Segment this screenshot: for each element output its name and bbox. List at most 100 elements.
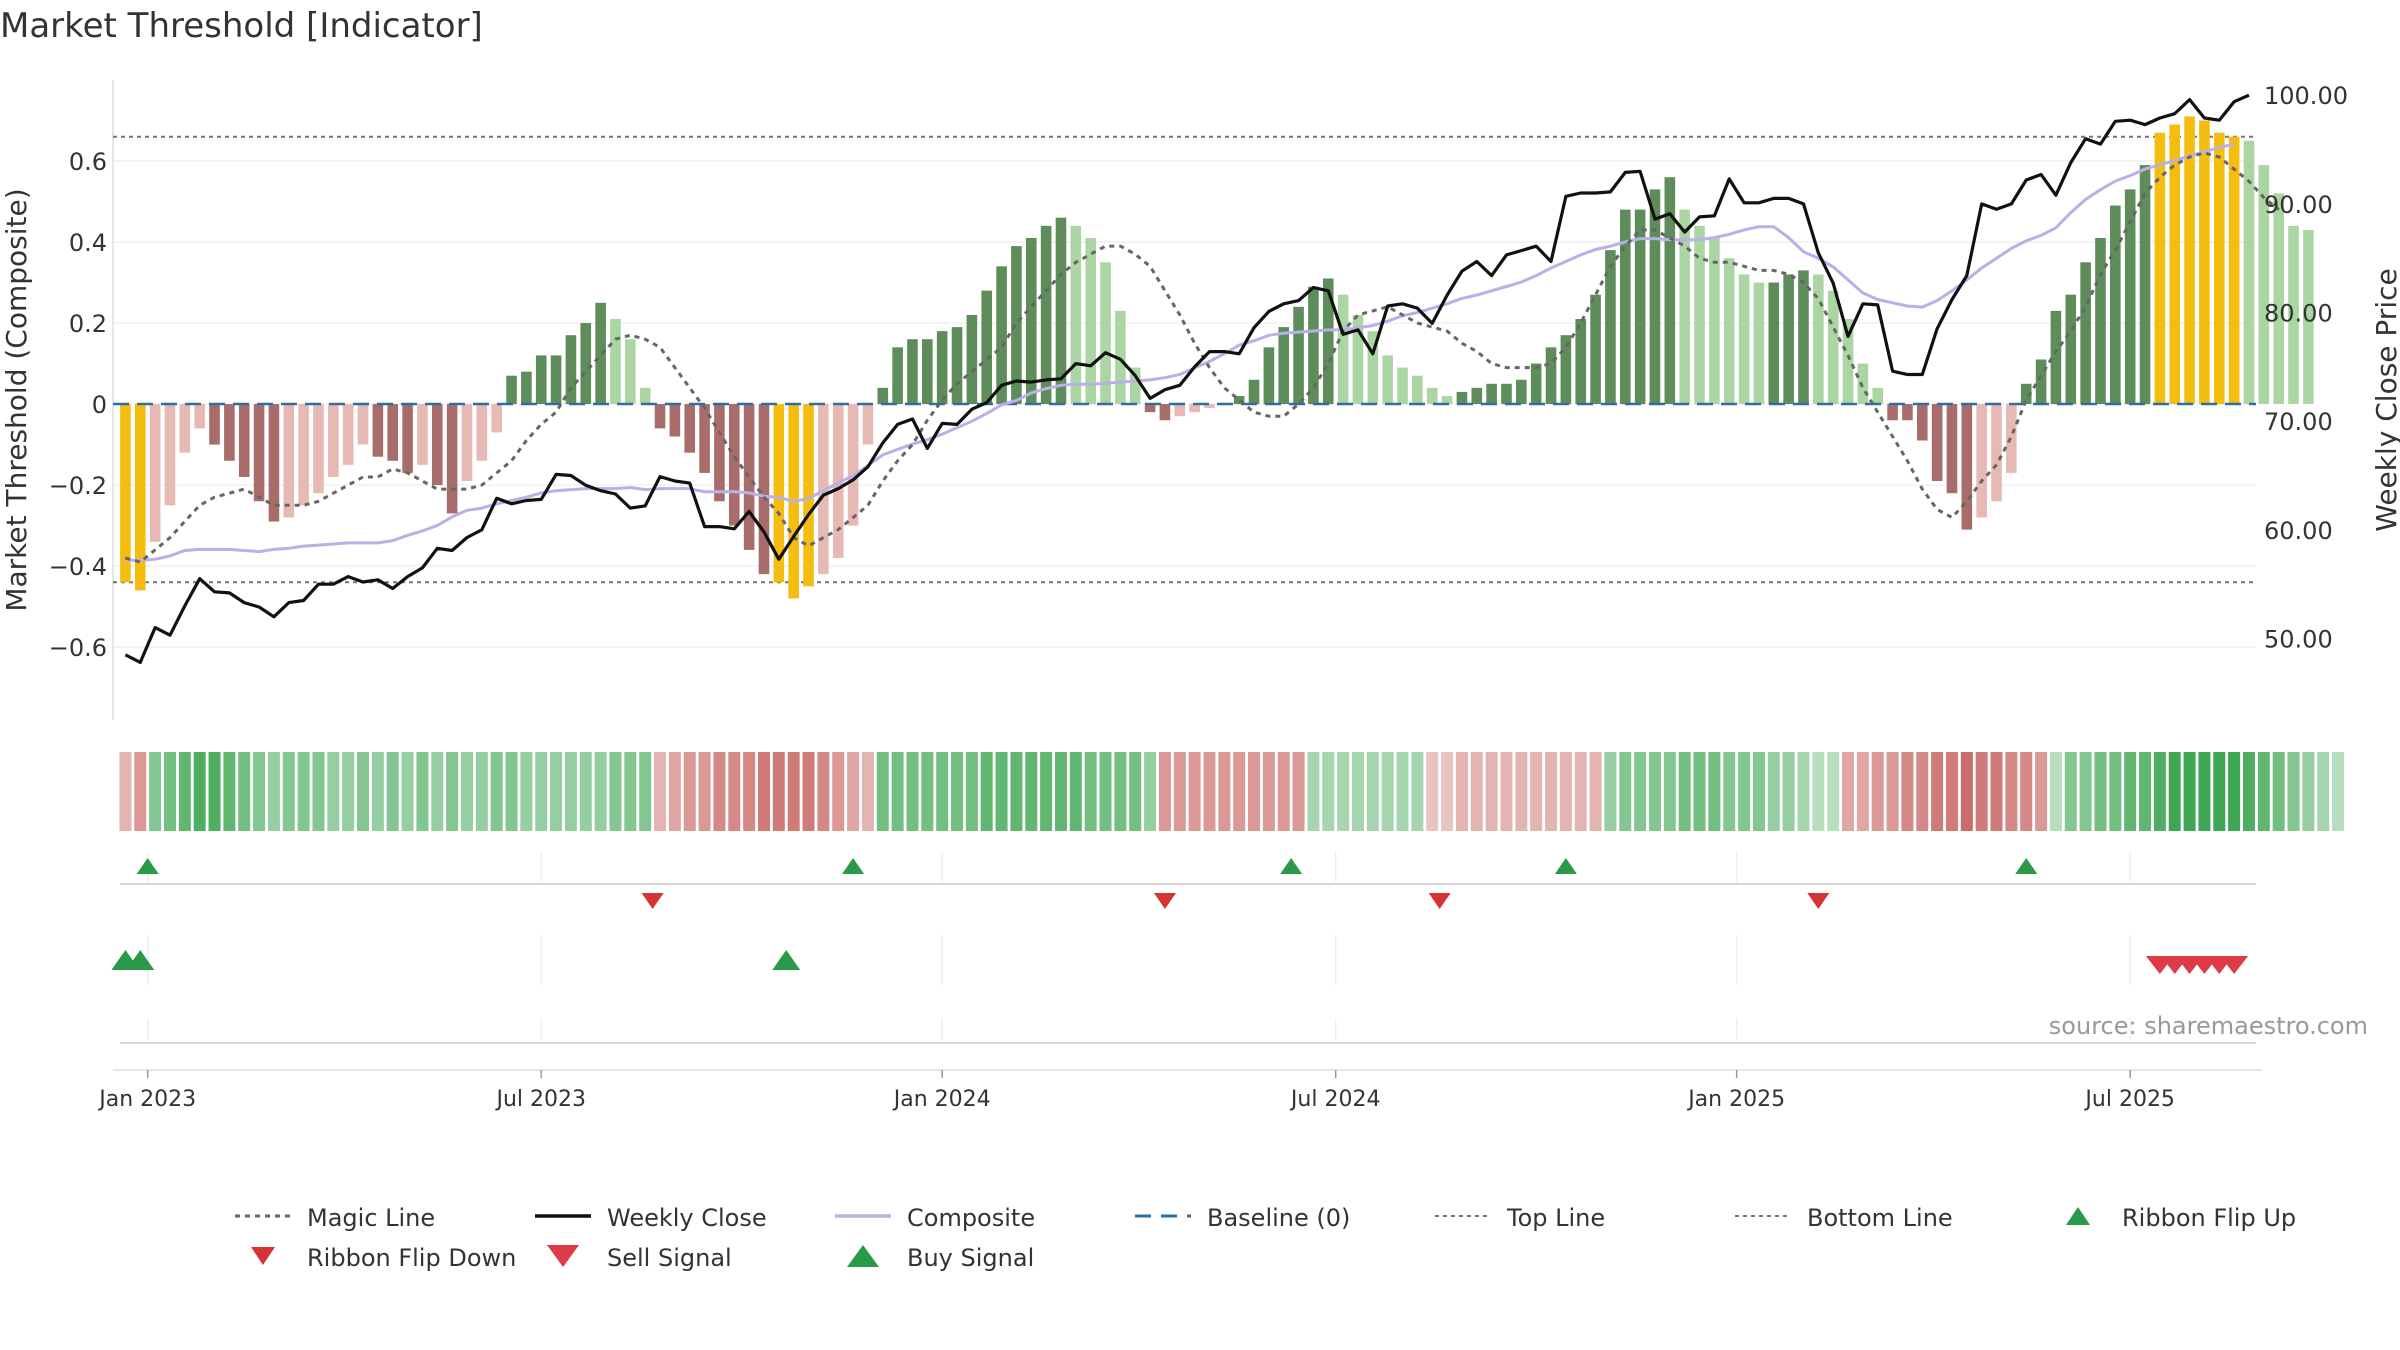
composite-bar — [595, 302, 606, 405]
left-tick-label: 0.4 — [69, 229, 107, 257]
ribbon-cell — [1381, 752, 1394, 831]
ribbon-cell — [965, 752, 978, 831]
composite-bar — [1560, 335, 1572, 405]
sell-signal-marker — [2220, 956, 2249, 974]
composite-bar — [966, 314, 978, 405]
ribbon-cell — [1634, 752, 1647, 831]
composite-bar — [2303, 229, 2314, 405]
ribbon-cell — [1203, 752, 1216, 831]
ribbon-cell — [1723, 752, 1736, 831]
composite-bar — [892, 347, 903, 405]
composite-bar — [1709, 237, 1720, 405]
composite-bar — [1486, 383, 1497, 405]
ribbon-flip-down-marker — [641, 893, 664, 909]
ribbon-cell — [1010, 752, 1023, 831]
ribbon-cell — [223, 752, 236, 831]
composite-bar — [2095, 237, 2106, 405]
ribbon-cell — [713, 752, 726, 831]
ribbon-cell — [490, 752, 503, 831]
right-tick-label: 70.00 — [2264, 408, 2333, 436]
ribbon-cell — [2094, 752, 2107, 831]
ribbon-cell — [550, 752, 563, 831]
composite-bar — [417, 404, 428, 465]
signal-panels — [111, 852, 2262, 1071]
ribbon-cell — [535, 752, 548, 831]
composite-bar — [194, 404, 205, 429]
ribbon-cell — [2005, 752, 2018, 831]
composite-bar — [1902, 404, 1913, 421]
composite-bar — [342, 404, 354, 465]
ribbon-cell — [668, 752, 681, 831]
composite-bar — [1679, 209, 1690, 405]
composite-bar — [1827, 290, 1839, 405]
x-tick-label: Jul 2024 — [1289, 1087, 1381, 1112]
left-tick-label: −0.4 — [49, 553, 107, 581]
composite-bar — [1798, 270, 1809, 405]
ribbon-cell — [1455, 752, 1468, 831]
ribbon-cell — [1545, 752, 1558, 831]
composite-bar — [2258, 165, 2270, 405]
composite-bar — [654, 404, 666, 429]
composite-bar — [922, 339, 933, 405]
ribbon-cell — [327, 752, 340, 831]
ribbon-cell — [1752, 752, 1765, 831]
buy-signal-marker — [126, 950, 155, 970]
ribbon-cell — [267, 752, 280, 831]
composite-bar — [120, 404, 131, 583]
composite-bar — [1723, 258, 1735, 405]
composite-bar — [684, 404, 696, 453]
composite-bar — [1233, 395, 1245, 405]
composite-bar — [936, 331, 948, 405]
composite-bar — [2273, 193, 2284, 405]
composite-bar — [1753, 282, 1765, 405]
ribbon-cell — [1069, 752, 1082, 831]
ribbon-cell — [1277, 752, 1290, 831]
composite-bar — [951, 327, 963, 405]
ribbon-cell — [2228, 752, 2241, 831]
composite-bar — [1025, 237, 1037, 405]
ribbon-cell — [253, 752, 266, 831]
composite-bar — [2080, 262, 2091, 405]
ribbon-cell — [1114, 752, 1127, 831]
composite-bar — [1248, 379, 1260, 405]
composite-bar — [149, 404, 161, 542]
ribbon-cell — [1901, 752, 1914, 831]
composite-bar — [1842, 318, 1854, 405]
composite-bar — [431, 404, 443, 486]
legend-item-close: Weekly Close — [535, 1204, 767, 1232]
legend-label: Weekly Close — [607, 1204, 767, 1232]
legend-item-composite: Composite — [835, 1204, 1035, 1232]
ribbon-cell — [624, 752, 637, 831]
ribbon-cell — [1530, 752, 1543, 831]
legend-label: Baseline (0) — [1207, 1204, 1350, 1232]
ribbon-cell — [1129, 752, 1142, 831]
ribbon-cell — [1663, 752, 1676, 831]
composite-bar — [1813, 274, 1824, 405]
composite-bar — [1011, 246, 1022, 405]
ribbon-cell — [460, 752, 473, 831]
weekly-close-line — [124, 93, 2250, 664]
ribbon-cell — [193, 752, 206, 831]
legend-label: Top Line — [1506, 1204, 1605, 1232]
ribbon-cell — [178, 752, 191, 831]
source-text: source: sharemaestro.com — [2049, 1012, 2368, 1040]
ribbon-cell — [1485, 752, 1498, 831]
ribbon-cell — [564, 752, 577, 831]
ribbon-cell — [1040, 752, 1053, 831]
composite-bar — [832, 404, 844, 558]
composite-bar — [2065, 294, 2077, 405]
legend-label: Magic Line — [307, 1204, 435, 1232]
composite-bar — [1426, 387, 1438, 405]
ribbon-cell — [149, 752, 162, 831]
composite-bar — [357, 404, 369, 445]
ribbon-cell — [817, 752, 830, 831]
ribbon-cell — [1738, 752, 1751, 831]
ribbon-cell — [2020, 752, 2033, 831]
composite-bar — [669, 404, 681, 437]
legend-item-sell: Sell Signal — [547, 1244, 732, 1272]
composite-bar — [1352, 314, 1364, 405]
composite-bar — [253, 404, 265, 502]
composite-bar — [1055, 217, 1067, 405]
left-axis-label: Market Threshold (Composite) — [0, 188, 33, 611]
ribbon-cell — [639, 752, 652, 831]
